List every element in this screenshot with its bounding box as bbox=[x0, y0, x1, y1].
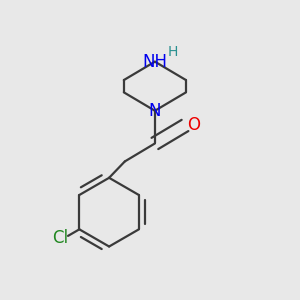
Text: Cl: Cl bbox=[52, 229, 68, 247]
Text: O: O bbox=[187, 116, 200, 134]
Text: H: H bbox=[168, 45, 178, 59]
Text: NH: NH bbox=[142, 53, 167, 71]
Text: N: N bbox=[149, 102, 161, 120]
